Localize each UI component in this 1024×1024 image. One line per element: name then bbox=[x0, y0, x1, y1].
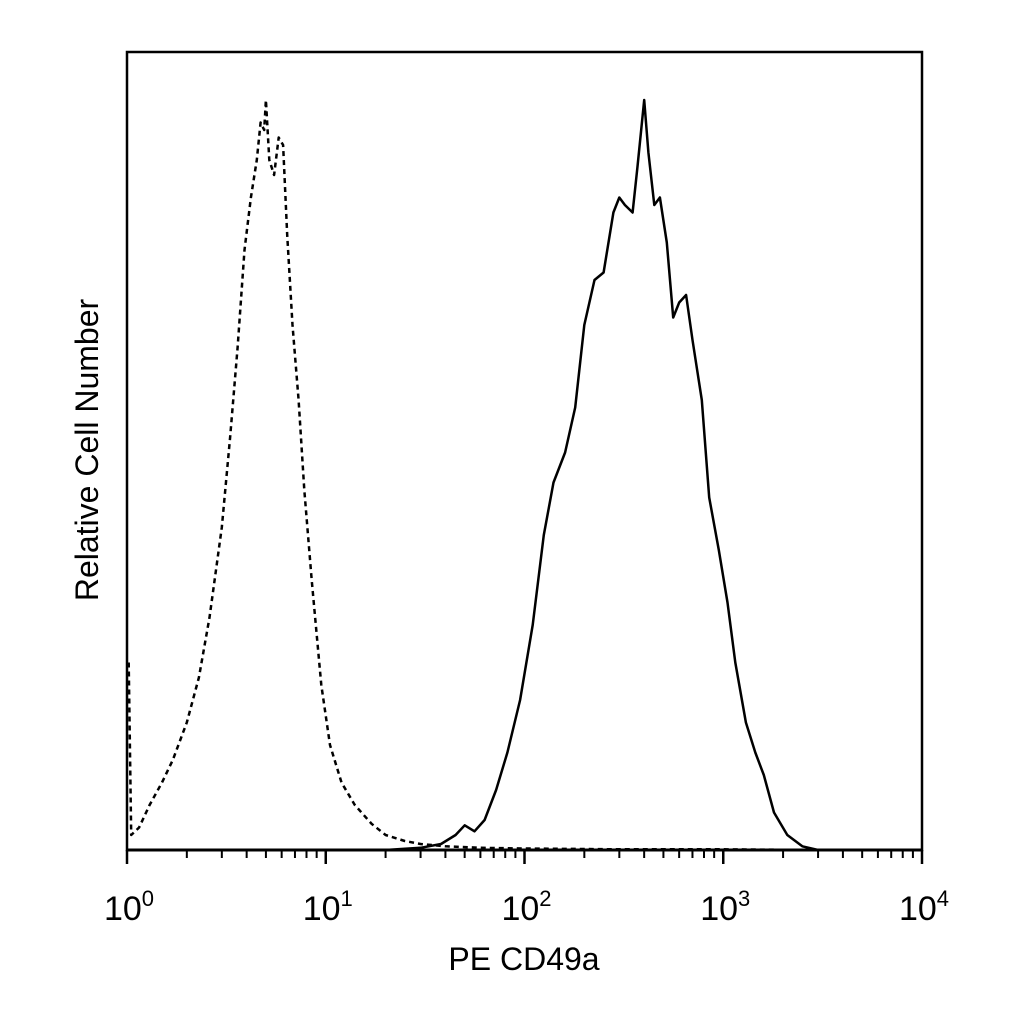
x-tick-label: 104 bbox=[899, 886, 949, 928]
x-tick-label-exponent: 1 bbox=[341, 886, 353, 911]
x-axis-tick-labels: 100 101 102 103 104 bbox=[104, 886, 949, 928]
x-tick-label-base: 10 bbox=[700, 890, 738, 928]
x-axis-major-ticks bbox=[125, 850, 924, 864]
plot-frame bbox=[125, 50, 924, 852]
x-tick-label: 102 bbox=[501, 886, 551, 928]
x-tick-label-exponent: 0 bbox=[142, 886, 154, 911]
x-tick-label: 103 bbox=[700, 886, 750, 928]
x-tick-label-base: 10 bbox=[104, 890, 142, 928]
x-axis-label: PE CD49a bbox=[448, 941, 599, 977]
x-tick-label-exponent: 2 bbox=[539, 886, 551, 911]
x-tick-label-base: 10 bbox=[899, 890, 937, 928]
dashed-series-line bbox=[127, 98, 819, 852]
x-tick-label-base: 10 bbox=[501, 890, 539, 928]
x-tick-label-base: 10 bbox=[303, 890, 341, 928]
solid-series-line bbox=[127, 98, 922, 852]
y-axis-label: Relative Cell Number bbox=[69, 298, 105, 601]
x-tick-label: 100 bbox=[104, 886, 154, 928]
x-tick-label-exponent: 3 bbox=[738, 886, 750, 911]
x-tick-label: 101 bbox=[303, 886, 353, 928]
series-layer bbox=[127, 98, 922, 852]
x-tick-label-exponent: 4 bbox=[937, 886, 949, 911]
